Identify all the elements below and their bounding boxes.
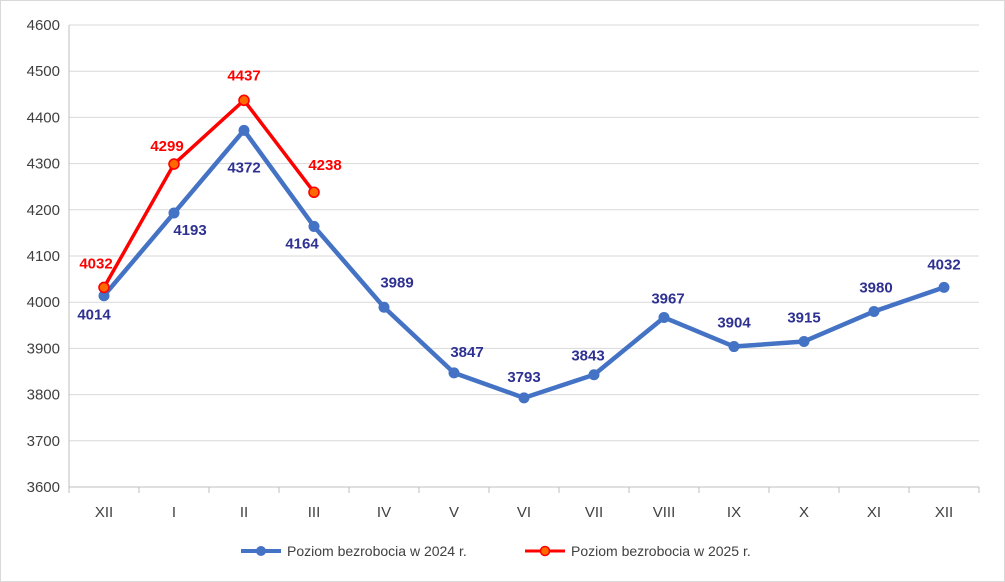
y-tick-label: 4600 — [27, 17, 60, 34]
data-label: 3967 — [651, 290, 684, 307]
data-label: 4014 — [77, 307, 111, 324]
x-tick-label: XII — [95, 504, 113, 521]
x-tick-label: IV — [377, 504, 391, 521]
series-line-2 — [102, 98, 316, 290]
legend-marker — [539, 545, 551, 557]
data-point — [448, 367, 460, 379]
data-point — [308, 186, 320, 199]
data-label: 4437 — [227, 67, 260, 84]
data-label: 3980 — [859, 279, 892, 296]
x-tick-label: XII — [935, 504, 953, 521]
data-point — [728, 341, 740, 353]
x-tick-label: VII — [585, 504, 603, 521]
x-tick-label: IX — [727, 504, 741, 521]
data-label: 3904 — [717, 315, 751, 332]
data-label: 3843 — [571, 348, 604, 365]
x-tick-label: VI — [517, 504, 531, 521]
data-point — [98, 290, 110, 302]
y-tick-label: 3600 — [27, 479, 60, 496]
x-tick-label: X — [799, 504, 809, 521]
data-point — [868, 305, 880, 317]
data-point — [238, 94, 250, 107]
data-label: 4299 — [150, 138, 183, 155]
x-tick-label: III — [308, 504, 321, 521]
y-tick-label: 4500 — [27, 63, 60, 80]
data-label: 4164 — [285, 235, 319, 252]
y-tick-label: 3700 — [27, 433, 60, 450]
data-point — [238, 124, 250, 136]
x-tick-label: II — [240, 504, 248, 521]
data-point — [588, 369, 600, 381]
data-label: 3847 — [450, 344, 483, 361]
data-label: 3915 — [787, 309, 820, 326]
legend-label: Poziom bezrobocia w 2024 r. — [287, 543, 467, 559]
gridlines — [69, 24, 979, 442]
axes: 3600 3700 3800 3900 4000 4100 4200 4300 4400 4500… — [27, 17, 980, 521]
y-tick-label: 3800 — [27, 387, 60, 404]
data-label: 4032 — [927, 256, 960, 273]
y-tick-label: 4300 — [27, 156, 60, 173]
data-point — [518, 392, 530, 404]
data-label: 4238 — [308, 157, 341, 174]
x-tick-label: I — [172, 504, 176, 521]
data-point — [378, 301, 390, 313]
y-tick-label: 4400 — [27, 109, 60, 126]
data-labels: 4014 4193 4372 4164 3989 3847 3793 3843 3967 3904… — [77, 67, 960, 386]
data-label: 4032 — [79, 255, 112, 272]
y-tick-label: 3900 — [27, 340, 60, 357]
data-point — [308, 220, 320, 232]
series-lines — [98, 94, 950, 404]
legend-marker — [256, 546, 266, 556]
y-tick-label: 4000 — [27, 294, 60, 311]
data-point — [168, 158, 180, 170]
x-tick-label: VIII — [653, 504, 676, 521]
data-point — [658, 311, 670, 323]
data-label: 3989 — [380, 274, 413, 291]
data-label: 4193 — [173, 222, 206, 239]
x-tick-label: XI — [867, 504, 881, 521]
data-point — [98, 281, 110, 294]
legend: Poziom bezrobocia w 2024 r. Poziom bezrob… — [241, 543, 751, 559]
data-point — [798, 335, 810, 347]
y-tick-label: 4200 — [27, 202, 60, 219]
data-point — [168, 207, 180, 219]
data-label: 3793 — [507, 369, 540, 386]
data-point — [938, 281, 950, 293]
data-label: 4372 — [227, 159, 260, 176]
x-tick-label: V — [449, 504, 459, 521]
y-tick-label: 4100 — [27, 248, 60, 265]
legend-label: Poziom bezrobocia w 2025 r. — [571, 543, 751, 559]
